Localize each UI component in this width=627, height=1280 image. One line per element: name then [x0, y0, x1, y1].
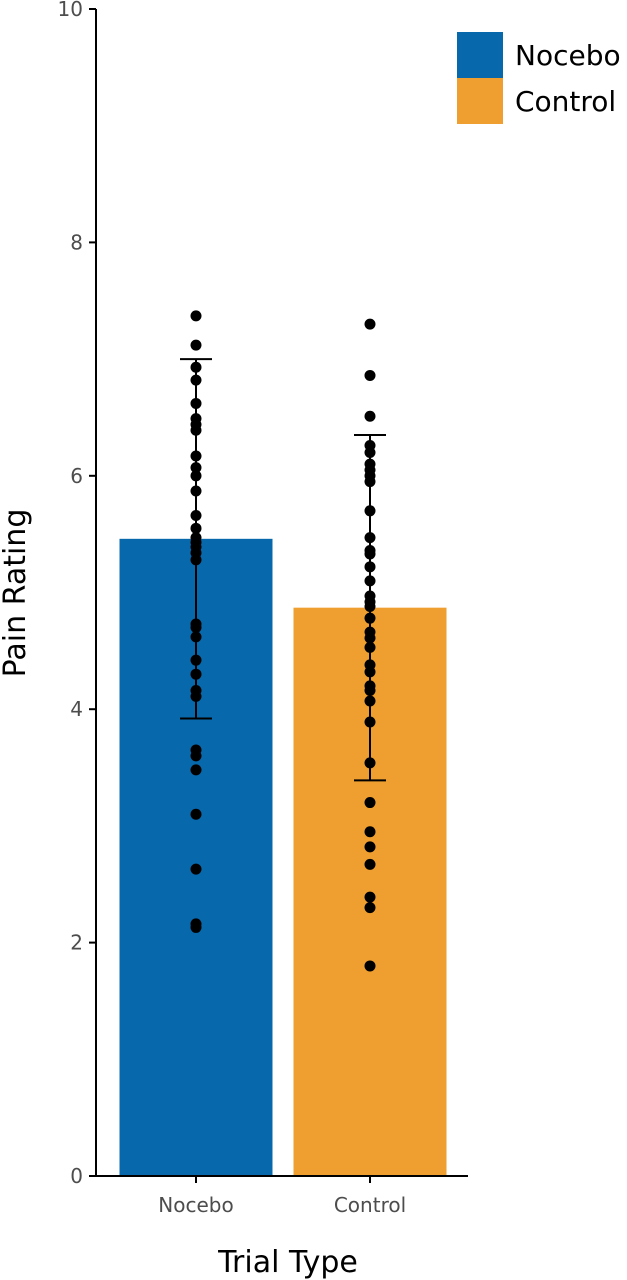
data-point-nocebo: [190, 808, 202, 820]
data-point-control: [364, 318, 376, 330]
data-point-control: [364, 858, 376, 870]
data-point-control: [364, 960, 376, 972]
x-axis-title: Trial Type: [217, 1245, 358, 1280]
y-tick-label: 10: [58, 0, 83, 21]
y-ticks-layer: 0 2 4 6 8 10: [58, 0, 96, 1188]
data-point-control: [364, 891, 376, 903]
y-tick-label: 0: [70, 1164, 83, 1188]
legend-swatch-nocebo: [457, 32, 503, 78]
y-tick-label: 6: [70, 464, 83, 488]
axes-layer: [95, 9, 468, 1177]
data-point-control: [364, 369, 376, 381]
x-tick-label-control: Control: [334, 1193, 406, 1217]
data-point-nocebo: [190, 310, 202, 322]
x-ticks-layer: Nocebo Control: [158, 1176, 406, 1217]
y-tick-label: 8: [70, 230, 83, 254]
legend-label-control: Control: [515, 85, 616, 118]
y-axis-title: Pain Rating: [0, 509, 33, 678]
data-point-control: [364, 902, 376, 914]
data-point-nocebo: [190, 339, 202, 351]
data-point-control: [364, 826, 376, 838]
y-tick-label: 4: [70, 697, 83, 721]
bars-layer: [119, 538, 447, 1176]
data-point-control: [364, 410, 376, 422]
data-point-control: [364, 841, 376, 853]
data-point-nocebo: [190, 750, 202, 762]
data-point-nocebo: [190, 921, 202, 933]
legend-swatch-control: [457, 78, 503, 124]
x-tick-label-nocebo: Nocebo: [158, 1193, 233, 1217]
data-point-nocebo: [190, 863, 202, 875]
data-point-nocebo: [190, 764, 202, 776]
error-bars-layer: [180, 358, 386, 782]
legend-label-nocebo: Nocebo: [515, 39, 621, 72]
y-tick-label: 2: [70, 931, 83, 955]
data-point-control: [364, 797, 376, 809]
legend: Nocebo Control: [457, 32, 621, 124]
